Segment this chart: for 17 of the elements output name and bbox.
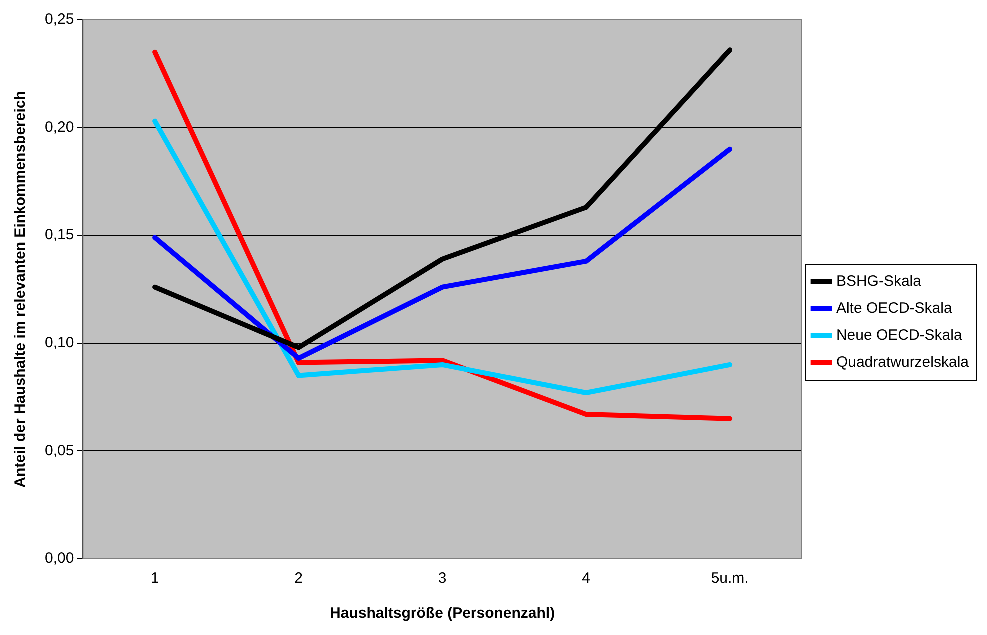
legend-label: Quadratwurzelskala: [836, 354, 970, 372]
x-tick-label: 3: [438, 570, 447, 588]
y-tick-label: 0,10: [44, 334, 74, 352]
y-axis-title: Anteil der Haushalte im relevanten Einkommensbereich: [12, 91, 30, 488]
y-tick-label: 0,00: [44, 550, 74, 568]
y-tick-label: 0,15: [44, 226, 74, 244]
x-tick-label: 4: [582, 570, 590, 588]
y-tick-label: 0,25: [44, 11, 74, 28]
y-tick-label: 0,20: [44, 118, 74, 136]
y-tick-label: 0,05: [44, 442, 74, 460]
legend-label: Neue OECD-Skala: [836, 327, 963, 344]
legend-label: BSHG-Skala: [836, 273, 922, 290]
legend-label: Alte OECD-Skala: [836, 300, 953, 318]
x-tick-label: 2: [294, 570, 303, 588]
x-tick-label: 1: [150, 570, 160, 588]
x-tick-label: 5u.m.: [711, 570, 749, 588]
x-axis-title: Haushaltsgröße (Personenzahl): [330, 605, 556, 622]
